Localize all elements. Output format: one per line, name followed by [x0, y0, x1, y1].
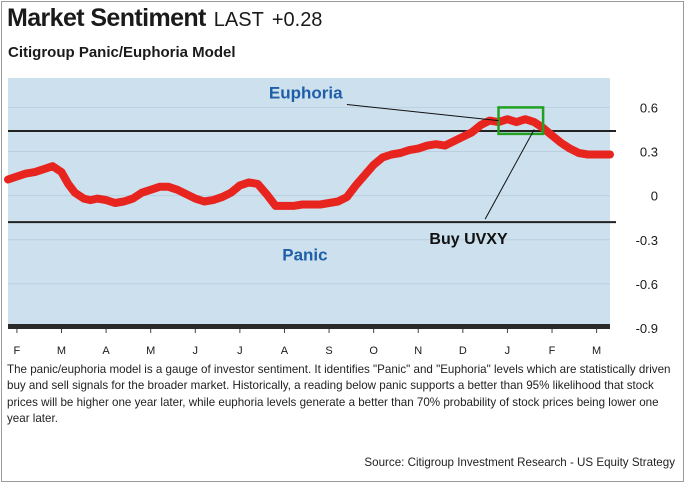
sentiment-series-line [4, 115, 614, 210]
x-tick-label: J [505, 345, 511, 357]
y-tick-label: 0.3 [640, 145, 658, 160]
x-axis-line [8, 324, 610, 329]
x-tick-label: A [281, 345, 289, 357]
source-note: Source: Citigroup Investment Research - … [364, 456, 675, 469]
x-tick-label: A [102, 345, 110, 357]
x-tick-label: M [592, 345, 601, 357]
chart-description: The panic/euphoria model is a gauge of i… [7, 363, 671, 425]
x-tick-label: F [549, 345, 556, 357]
y-tick-label: -0.9 [636, 321, 658, 336]
y-tick-label: -0.6 [636, 277, 658, 292]
y-tick-label: 0 [651, 189, 658, 204]
x-tick-label: O [369, 345, 378, 357]
x-tick-label: D [459, 345, 467, 357]
x-tick-label: M [57, 345, 66, 357]
last-label: LAST [213, 9, 264, 31]
panic-label: Panic [282, 245, 327, 264]
x-tick-label: M [146, 345, 155, 357]
y-tick-label: -0.3 [636, 233, 658, 248]
x-tick-label: F [14, 345, 21, 357]
x-tick-label: S [325, 345, 332, 357]
highlight-box [497, 106, 545, 136]
chart-subtitle: Citigroup Panic/Euphoria Model [8, 44, 236, 61]
buy-uvxy-label: Buy UVXY [429, 231, 508, 248]
euphoria-pointer [346, 103, 499, 122]
title-row: Market Sentiment LAST +0.28 [7, 4, 322, 33]
last-value: +0.28 [271, 9, 323, 31]
x-tick-label: J [237, 345, 243, 357]
buy-pointer [484, 129, 535, 220]
y-tick-label: 0.6 [640, 100, 658, 115]
x-tick-label: J [193, 345, 199, 357]
chart-title: Market Sentiment [7, 4, 206, 32]
x-tick-label: N [414, 345, 422, 357]
euphoria-label: Euphoria [269, 84, 343, 103]
